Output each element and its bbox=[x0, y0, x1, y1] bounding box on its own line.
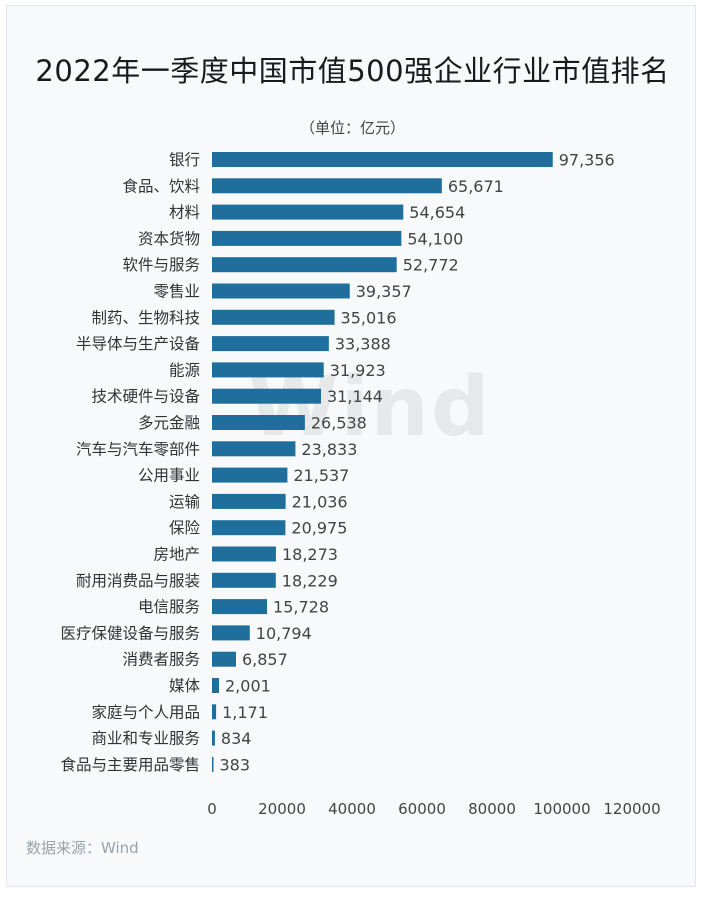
value-label: 20,975 bbox=[291, 519, 347, 538]
value-label: 383 bbox=[220, 755, 251, 774]
category-label: 材料 bbox=[169, 204, 200, 222]
value-label: 31,923 bbox=[330, 361, 386, 380]
category-label: 资本货物 bbox=[138, 230, 200, 248]
bar bbox=[212, 572, 276, 588]
x-tick-label: 80000 bbox=[468, 800, 516, 818]
bar bbox=[212, 362, 324, 378]
category-label: 半导体与生产设备 bbox=[76, 335, 201, 353]
x-tick-label: 120000 bbox=[603, 800, 660, 818]
bar bbox=[212, 152, 553, 167]
category-label: 公用事业 bbox=[138, 467, 200, 485]
value-label: 54,654 bbox=[409, 203, 465, 222]
value-label: 31,144 bbox=[327, 387, 383, 406]
bar bbox=[212, 178, 442, 194]
value-label: 21,036 bbox=[292, 492, 348, 511]
category-label: 制药、生物科技 bbox=[91, 309, 200, 327]
value-label: 15,728 bbox=[273, 598, 329, 617]
bar bbox=[212, 230, 402, 246]
value-label: 26,538 bbox=[311, 414, 367, 433]
x-tick-label: 20000 bbox=[258, 800, 306, 818]
category-label: 技术硬件与设备 bbox=[91, 388, 200, 406]
value-label: 6,857 bbox=[242, 650, 288, 669]
bar bbox=[212, 730, 215, 746]
bar bbox=[212, 599, 268, 615]
bar bbox=[212, 756, 214, 772]
category-label: 汽车与汽车零部件 bbox=[76, 440, 200, 458]
value-label: 65,671 bbox=[448, 177, 504, 196]
source-label: 数据来源：Wind bbox=[26, 839, 139, 857]
bar bbox=[212, 388, 322, 404]
category-label: 媒体 bbox=[169, 677, 201, 695]
category-label: 食品、饮料 bbox=[122, 177, 200, 195]
value-label: 18,273 bbox=[282, 545, 338, 564]
bar bbox=[212, 309, 335, 325]
bar bbox=[212, 467, 288, 483]
x-tick-label: 40000 bbox=[328, 800, 376, 818]
category-label: 耐用消费品与服装 bbox=[76, 572, 200, 590]
category-label: 房地产 bbox=[153, 546, 200, 564]
bar bbox=[212, 520, 286, 536]
bar bbox=[212, 204, 404, 220]
value-label: 18,229 bbox=[282, 571, 338, 590]
value-label: 52,772 bbox=[403, 256, 459, 275]
bar bbox=[212, 546, 276, 562]
category-label: 家庭与个人用品 bbox=[91, 703, 200, 721]
x-tick-label: 60000 bbox=[398, 800, 446, 818]
value-label: 2,001 bbox=[225, 677, 271, 696]
value-label: 33,388 bbox=[335, 335, 391, 354]
value-label: 23,833 bbox=[301, 440, 357, 459]
value-label: 10,794 bbox=[256, 624, 312, 643]
category-label: 保险 bbox=[169, 519, 201, 537]
bar bbox=[212, 283, 350, 299]
category-label: 零售业 bbox=[153, 283, 200, 301]
chart-title: 2022年一季度中国市值500强企业行业市值排名 bbox=[35, 54, 670, 88]
value-label: 1,171 bbox=[222, 703, 268, 722]
bar bbox=[212, 704, 217, 720]
bar bbox=[212, 415, 305, 430]
unit-label: （单位：亿元） bbox=[299, 119, 405, 137]
category-label: 电信服务 bbox=[138, 598, 200, 616]
bar bbox=[212, 441, 296, 457]
bar bbox=[212, 678, 220, 693]
category-label: 软件与服务 bbox=[122, 256, 200, 274]
value-label: 21,537 bbox=[293, 466, 349, 485]
category-label: 能源 bbox=[169, 361, 200, 379]
value-label: 54,100 bbox=[407, 229, 463, 248]
value-label: 97,356 bbox=[559, 151, 615, 170]
category-label: 食品与主要用品零售 bbox=[60, 756, 200, 774]
value-label: 35,016 bbox=[341, 308, 397, 327]
x-tick-label: 100000 bbox=[533, 800, 590, 818]
bar bbox=[212, 651, 236, 667]
value-label: 39,357 bbox=[356, 282, 412, 301]
category-label: 银行 bbox=[169, 151, 200, 169]
bar bbox=[212, 493, 286, 509]
bar bbox=[212, 625, 250, 641]
value-label: 834 bbox=[221, 729, 252, 748]
category-label: 运输 bbox=[169, 493, 201, 511]
category-label: 多元金融 bbox=[138, 414, 200, 432]
bar bbox=[212, 257, 397, 273]
category-label: 商业和专业服务 bbox=[91, 730, 200, 748]
bar bbox=[212, 336, 329, 352]
category-label: 消费者服务 bbox=[122, 651, 200, 669]
x-tick-label: 0 bbox=[207, 800, 217, 818]
category-label: 医疗保健设备与服务 bbox=[60, 624, 200, 642]
